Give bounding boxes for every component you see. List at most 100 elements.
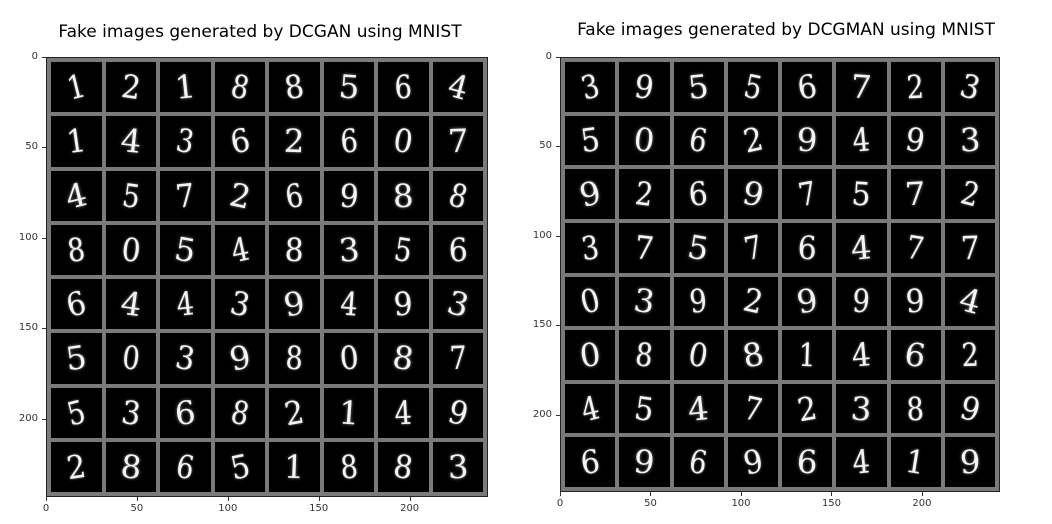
digit-glyph: 7 xyxy=(849,67,873,107)
digit-glyph: 0 xyxy=(632,120,657,161)
digit-glyph: 4 xyxy=(849,227,874,268)
digit-glyph: 2 xyxy=(283,122,306,161)
digit-glyph: 9 xyxy=(905,281,927,321)
digit-tile: 2 xyxy=(105,62,156,113)
y-tick-mark xyxy=(556,414,560,416)
digit-glyph: 7 xyxy=(904,227,928,268)
digit-tile: 6 xyxy=(323,116,374,167)
digit-glyph: 9 xyxy=(958,442,981,482)
digit-tile: 2 xyxy=(944,169,995,219)
digit-tile: 7 xyxy=(890,222,941,273)
digit-tile: 3 xyxy=(160,333,211,384)
digit-glyph: 8 xyxy=(284,230,305,270)
digit-glyph: 5 xyxy=(226,446,253,488)
digit-glyph: 5 xyxy=(63,392,90,434)
digit-glyph: 6 xyxy=(282,175,307,216)
digit-tile: 6 xyxy=(782,62,833,112)
y-tick-mark xyxy=(42,237,46,239)
digit-glyph: 8 xyxy=(633,335,655,375)
digit-glyph: 2 xyxy=(739,119,767,161)
digit-glyph: 4 xyxy=(338,284,359,324)
y-tick-mark xyxy=(42,57,46,58)
digit-glyph: 6 xyxy=(794,66,820,108)
digit-tile: 9 xyxy=(890,115,941,166)
digit-glyph: 1 xyxy=(903,441,928,483)
digit-tile: 3 xyxy=(565,62,616,112)
digit-tile: 8 xyxy=(323,441,374,492)
digit-tile: 8 xyxy=(269,62,320,113)
digit-tile: 7 xyxy=(727,383,778,434)
digit-tile: 9 xyxy=(673,276,724,327)
digit-glyph: 8 xyxy=(390,338,417,379)
digit-tile: 4 xyxy=(944,276,995,327)
digit-glyph: 4 xyxy=(850,335,873,375)
digit-tile: 5 xyxy=(673,222,724,273)
digit-glyph: 6 xyxy=(173,446,198,488)
digit-tile: 0 xyxy=(619,115,670,166)
y-tick-mark xyxy=(42,147,46,149)
digit-tile: 9 xyxy=(619,437,670,487)
digit-tile: 3 xyxy=(160,116,211,167)
digit-tile: 3 xyxy=(323,224,374,275)
digit-glyph: 4 xyxy=(851,120,872,161)
digit-glyph: 6 xyxy=(686,120,711,161)
digit-tile: 9 xyxy=(944,383,995,434)
digit-tile: 2 xyxy=(619,169,670,219)
digit-glyph: 6 xyxy=(173,392,198,433)
digit-tile: 0 xyxy=(565,276,616,327)
digit-glyph: 4 xyxy=(851,442,872,482)
digit-tile: 7 xyxy=(432,333,483,384)
digit-tile: 8 xyxy=(378,333,429,384)
digit-glyph: 0 xyxy=(120,338,142,379)
digit-tile: 0 xyxy=(378,116,429,167)
digit-glyph: 4 xyxy=(955,280,985,323)
y-tick-mark xyxy=(42,328,46,330)
digit-glyph: 7 xyxy=(795,173,819,215)
digit-glyph: 6 xyxy=(796,442,819,482)
digit-glyph: 3 xyxy=(578,227,602,268)
digit-glyph: 8 xyxy=(281,66,307,108)
digit-glyph: 9 xyxy=(632,66,657,107)
x-tick-mark xyxy=(831,492,833,496)
digit-glyph: 3 xyxy=(173,121,198,162)
digit-tile: 8 xyxy=(214,387,265,438)
digit-glyph: 4 xyxy=(443,66,472,108)
digit-glyph: 9 xyxy=(575,173,605,215)
digit-glyph: 0 xyxy=(119,229,143,270)
digit-tile: 3 xyxy=(432,279,483,330)
digit-tile: 8 xyxy=(269,224,320,275)
digit-tile: 3 xyxy=(565,222,616,273)
digit-glyph: 3 xyxy=(446,447,469,487)
digit-glyph: 3 xyxy=(172,338,198,379)
digit-tile: 9 xyxy=(727,437,778,487)
digit-glyph: 9 xyxy=(796,121,819,160)
digit-glyph: 4 xyxy=(577,388,604,430)
digit-tile: 6 xyxy=(160,387,211,438)
digit-tile: 9 xyxy=(890,276,941,327)
digit-tile: 7 xyxy=(890,169,941,219)
digit-glyph: 9 xyxy=(443,391,472,434)
y-tick-mark xyxy=(42,418,46,420)
digit-tile: 8 xyxy=(105,441,156,492)
digit-glyph: 5 xyxy=(391,229,415,270)
digit-glyph: 8 xyxy=(284,339,304,378)
digit-glyph: 0 xyxy=(337,338,360,379)
digit-glyph: 3 xyxy=(631,281,658,322)
digit-tile: 1 xyxy=(269,441,320,492)
digit-tile: 1 xyxy=(160,62,211,113)
digit-glyph: 7 xyxy=(632,227,656,268)
digit-glyph: 5 xyxy=(685,227,713,269)
digit-tile: 5 xyxy=(619,383,670,434)
x-tick-label: 0 xyxy=(42,503,50,514)
digit-tile: 3 xyxy=(836,383,887,434)
digit-tile: 5 xyxy=(378,224,429,275)
y-tick-label: 100 xyxy=(18,231,38,243)
digit-tile: 9 xyxy=(727,169,778,219)
digit-tile: 4 xyxy=(836,330,887,380)
digit-tile: 6 xyxy=(782,437,833,487)
digit-glyph: 9 xyxy=(739,441,767,483)
digit-glyph: 4 xyxy=(117,283,144,325)
digit-tile: 4 xyxy=(214,224,265,275)
digit-tile: 9 xyxy=(836,276,887,327)
digit-glyph: 7 xyxy=(173,175,197,216)
